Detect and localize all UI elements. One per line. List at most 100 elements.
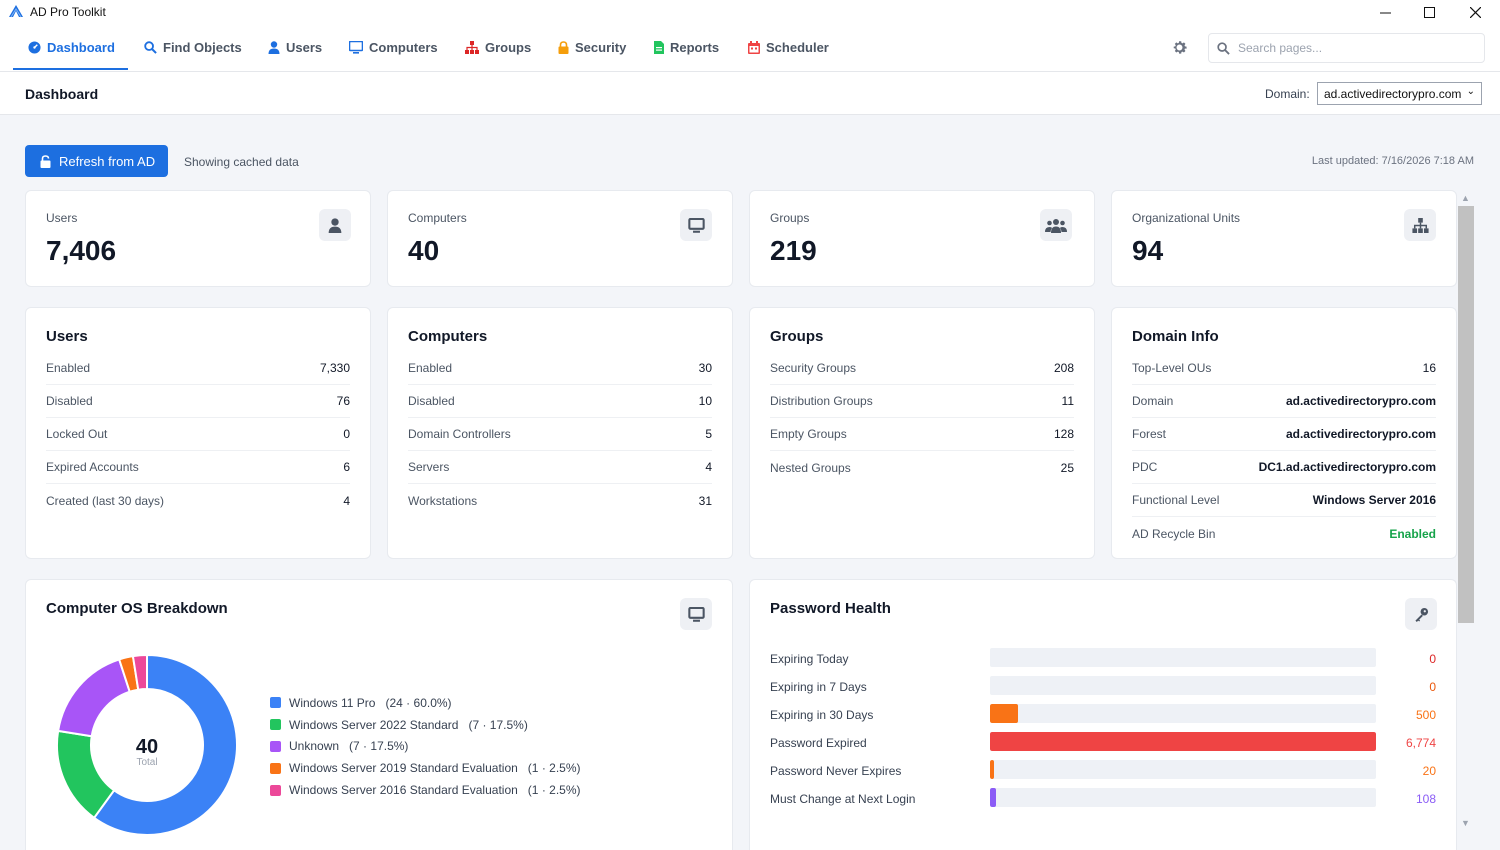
card-title: Users bbox=[46, 328, 88, 345]
search-box[interactable] bbox=[1208, 33, 1485, 63]
row-label: Locked Out bbox=[46, 427, 108, 441]
legend-swatch bbox=[270, 762, 281, 774]
monitor-icon bbox=[680, 209, 712, 241]
row-value: 4 bbox=[705, 460, 712, 474]
row-value: 16 bbox=[1422, 361, 1436, 375]
donut-slice[interactable] bbox=[57, 658, 131, 738]
legend-label: Unknown bbox=[289, 739, 340, 754]
legend-swatch bbox=[270, 784, 281, 796]
list-item: Domain Controllers 5 bbox=[408, 418, 712, 451]
search-input[interactable] bbox=[1238, 41, 1468, 55]
tab-label: Security bbox=[575, 39, 627, 55]
tab-computers[interactable]: Computers bbox=[349, 24, 438, 70]
domain-label: Domain: bbox=[1265, 87, 1310, 101]
list-item: Distribution Groups 11 bbox=[770, 385, 1074, 418]
password-health-list: Expiring Today 0 Expiring in 7 Days 0 Expiri… bbox=[770, 648, 1436, 816]
dashboard-icon bbox=[28, 40, 41, 54]
legend-percent: 60.0% bbox=[413, 695, 448, 710]
row-label: PDC bbox=[1132, 460, 1158, 474]
row-value: 5 bbox=[705, 427, 712, 441]
card-title: Groups bbox=[770, 328, 824, 345]
ph-value: 108 bbox=[1415, 792, 1436, 806]
minimize-button[interactable] bbox=[1362, 0, 1408, 24]
legend-count: 1 bbox=[531, 761, 539, 776]
password-health-row: Expiring in 7 Days 0 bbox=[770, 676, 1436, 704]
scroll-down-arrow-icon[interactable]: ▼ bbox=[1461, 818, 1470, 828]
list-item: Security Groups 208 bbox=[770, 352, 1074, 385]
row-value: 4 bbox=[343, 493, 350, 508]
ph-bar-fill bbox=[990, 704, 1019, 723]
ph-label: Password Never Expires bbox=[770, 764, 902, 778]
tab-label: Users bbox=[286, 39, 323, 55]
row-label: Top-Level OUs bbox=[1132, 361, 1212, 375]
row-label: Security Groups bbox=[770, 361, 857, 375]
legend-item: Windows Server 2019 Standard Evaluation (… bbox=[270, 757, 581, 779]
stat-label: Organizational Units bbox=[1132, 211, 1241, 225]
list-item: Created (last 30 days) 4 bbox=[46, 484, 350, 517]
refresh-from-ad-button[interactable]: Refresh from AD bbox=[25, 145, 168, 177]
card-title: Computers bbox=[408, 328, 488, 345]
tab-scheduler[interactable]: Scheduler bbox=[748, 24, 829, 70]
search-icon bbox=[1217, 41, 1230, 55]
stat-value: 94 bbox=[1132, 235, 1164, 266]
tab-reports[interactable]: Reports bbox=[654, 24, 719, 70]
list-item: Disabled 10 bbox=[408, 385, 712, 418]
tab-groups[interactable]: Groups bbox=[465, 24, 531, 70]
scroll-up-arrow-icon[interactable]: ▲ bbox=[1461, 193, 1470, 203]
donut-total: 40 bbox=[136, 736, 158, 758]
close-button[interactable] bbox=[1452, 0, 1498, 24]
row-label: AD Recycle Bin bbox=[1132, 526, 1216, 541]
row-value: Windows Server 2016 bbox=[1312, 493, 1436, 507]
ph-bar-fill bbox=[990, 760, 994, 779]
key-icon bbox=[1405, 598, 1437, 630]
maximize-button[interactable] bbox=[1406, 0, 1452, 24]
list-item: Expired Accounts 6 bbox=[46, 451, 350, 484]
file-icon bbox=[654, 40, 664, 54]
row-label: Empty Groups bbox=[770, 427, 847, 441]
list-item: Enabled 30 bbox=[408, 352, 712, 385]
row-label: Created (last 30 days) bbox=[46, 493, 165, 508]
domain-select-value: ad.activedirectorypro.com bbox=[1324, 87, 1462, 101]
scrollbar-thumb[interactable] bbox=[1458, 206, 1474, 623]
donut-slice[interactable] bbox=[131, 655, 148, 691]
row-value: 7,330 bbox=[319, 361, 350, 375]
card-title: Domain Info bbox=[1132, 328, 1219, 345]
tab-find-objects[interactable]: Find Objects bbox=[144, 24, 242, 70]
list-item: Enabled 7,330 bbox=[46, 352, 350, 385]
row-label: Disabled bbox=[46, 394, 93, 408]
legend-count: 7 bbox=[472, 717, 480, 732]
row-value: 25 bbox=[1060, 460, 1074, 475]
list-item: Workstations 31 bbox=[408, 484, 712, 517]
legend-item: Unknown (7 · 17.5%) bbox=[270, 736, 581, 758]
legend-item: Windows Server 2022 Standard (7 · 17.5%) bbox=[270, 714, 581, 736]
row-value: ad.activedirectorypro.com bbox=[1285, 427, 1436, 441]
password-health-row: Password Expired 6,774 bbox=[770, 732, 1436, 760]
settings-gear-icon[interactable] bbox=[1171, 39, 1188, 61]
ph-label: Expiring in 7 Days bbox=[770, 680, 867, 694]
os-legend: Windows 11 Pro (24 · 60.0%) Windows Server… bbox=[270, 692, 581, 801]
list-item: Functional Level Windows Server 2016 bbox=[1132, 484, 1436, 517]
donut-total-label: Total bbox=[136, 757, 157, 768]
list-item: Domain ad.activedirectorypro.com bbox=[1132, 385, 1436, 418]
row-value: DC1.ad.activedirectorypro.com bbox=[1258, 460, 1436, 474]
list-item: Forest ad.activedirectorypro.com bbox=[1132, 418, 1436, 451]
row-value: 10 bbox=[698, 394, 712, 408]
ph-label: Expiring in 30 Days bbox=[770, 708, 874, 722]
list-item: Locked Out 0 bbox=[46, 418, 350, 451]
list-item: Top-Level OUs 16 bbox=[1132, 352, 1436, 385]
tab-security[interactable]: Security bbox=[558, 24, 626, 70]
tab-dashboard[interactable]: Dashboard bbox=[28, 24, 115, 70]
tab-users[interactable]: Users bbox=[268, 24, 322, 70]
domain-select[interactable]: ad.activedirectorypro.com ⌄ bbox=[1317, 82, 1482, 105]
ph-bar-track bbox=[990, 704, 1376, 723]
recycle-bin-status: Enabled bbox=[1389, 526, 1436, 541]
row-label: Disabled bbox=[408, 394, 455, 408]
row-value: 208 bbox=[1053, 361, 1074, 375]
donut-slice[interactable] bbox=[92, 655, 237, 835]
legend-stat: (1 · 2.5%) bbox=[527, 761, 581, 776]
os-donut-chart: 40 Total bbox=[57, 655, 237, 835]
groups-detail-card: Groups Security Groups 208 Distribution G… bbox=[749, 307, 1095, 559]
password-health-row: Must Change at Next Login 108 bbox=[770, 788, 1436, 816]
legend-label: Windows 11 Pro bbox=[289, 695, 376, 710]
row-label: Nested Groups bbox=[770, 460, 851, 475]
